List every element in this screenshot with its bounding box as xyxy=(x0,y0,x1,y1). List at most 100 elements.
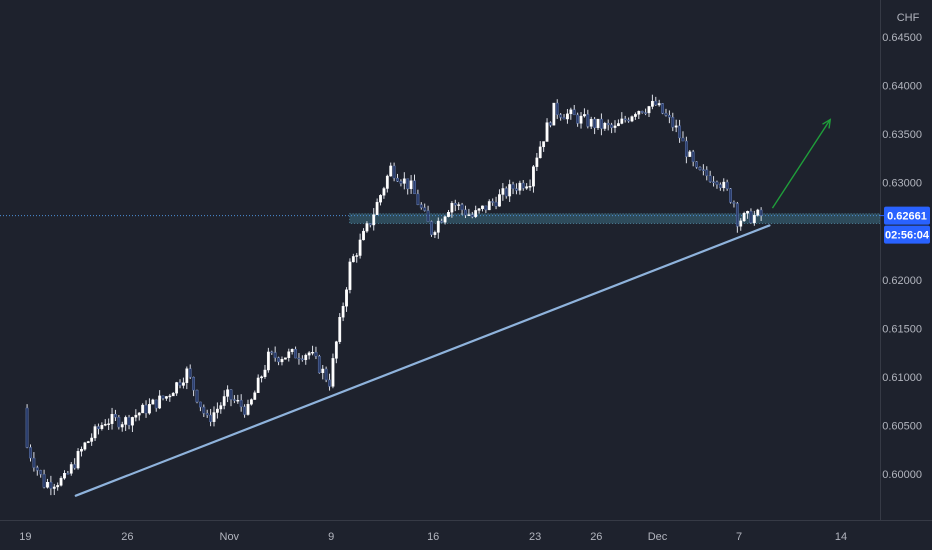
candle-body xyxy=(107,423,111,425)
candle-body xyxy=(688,151,692,157)
candle-body xyxy=(175,382,179,394)
candle-body xyxy=(633,114,637,117)
candle-body xyxy=(158,395,162,409)
candle-body xyxy=(535,157,539,167)
candle-body xyxy=(671,117,675,128)
candle-body xyxy=(90,437,94,442)
candle-body xyxy=(345,289,348,307)
candle-body xyxy=(287,351,291,358)
price-tick-label: 0.64000 xyxy=(882,81,922,93)
candle-body xyxy=(409,180,413,190)
candle-body xyxy=(593,118,597,129)
candle-body xyxy=(324,368,328,381)
candle-body xyxy=(603,123,607,129)
candle-body xyxy=(389,165,393,177)
candle-body xyxy=(294,348,297,359)
candle-body xyxy=(110,414,114,424)
candle-body xyxy=(263,369,267,377)
candle-body xyxy=(165,396,168,399)
candle-body xyxy=(338,317,342,342)
candle-body xyxy=(66,473,70,475)
candle-body xyxy=(450,203,454,213)
candle-body xyxy=(470,214,474,217)
candle-body xyxy=(579,115,583,124)
candle-body xyxy=(596,118,600,129)
candle-body xyxy=(545,122,549,142)
time-axis[interactable]: 19 26 Nov 9 16 23 26 Dec 7 14 xyxy=(0,520,932,544)
candle-body xyxy=(154,399,158,409)
price-tick-label: 0.62000 xyxy=(882,275,922,287)
candle-body xyxy=(212,412,216,422)
candle-body xyxy=(358,239,362,256)
time-tick-label: 19 xyxy=(19,531,31,543)
candle-body xyxy=(59,477,63,486)
candle-body xyxy=(114,414,117,418)
candle-body xyxy=(678,125,681,139)
candle-body xyxy=(124,417,128,425)
candle-body xyxy=(178,382,182,386)
candle-body xyxy=(436,220,440,233)
candle-body xyxy=(260,376,263,379)
candle-body xyxy=(698,167,702,170)
candle-body xyxy=(630,116,634,122)
candle-body xyxy=(552,102,556,126)
candle-body xyxy=(83,442,87,450)
candle-body xyxy=(232,399,236,401)
candle-body xyxy=(317,356,321,374)
candle-body xyxy=(49,482,53,489)
candle-body xyxy=(518,182,522,191)
candle-body xyxy=(661,103,664,114)
candle-body xyxy=(464,209,467,216)
candle-body xyxy=(566,113,569,120)
candle-body xyxy=(756,209,760,216)
candle-body xyxy=(134,414,138,418)
time-tick-label: 14 xyxy=(835,531,847,543)
candle-body xyxy=(501,188,505,195)
candle-body xyxy=(440,220,444,223)
candle-body xyxy=(229,389,233,400)
candle-body xyxy=(355,255,359,257)
candle-body xyxy=(715,181,719,185)
price-tick-label: 0.60500 xyxy=(882,420,922,432)
candle-body xyxy=(504,188,508,197)
candle-body xyxy=(657,103,661,106)
candle-body xyxy=(385,175,389,189)
candle-body xyxy=(86,441,90,443)
price-axis[interactable]: CHF 0.64500 0.64000 0.63500 0.63000 0.62000 0… xyxy=(880,0,923,520)
candle-body xyxy=(532,166,535,187)
candle-body xyxy=(453,203,457,206)
candle-body xyxy=(725,181,729,189)
candle-body xyxy=(171,392,175,397)
candle-body xyxy=(644,112,647,114)
candle-body xyxy=(487,201,491,211)
candle-body xyxy=(718,184,722,189)
price-labels-layer: 0.62661 02:56:04 xyxy=(880,206,930,244)
candle-body xyxy=(314,352,318,357)
candle-body xyxy=(239,399,243,407)
candle-body xyxy=(192,376,196,391)
candle-body xyxy=(195,389,199,403)
candle-body xyxy=(304,354,308,361)
candle-body xyxy=(266,351,270,371)
candle-body xyxy=(617,123,620,127)
candle-body xyxy=(97,426,100,429)
candle-body xyxy=(103,423,107,426)
candle-body xyxy=(39,470,43,475)
candle-body xyxy=(576,114,580,124)
candle-body xyxy=(667,115,671,118)
candle-body xyxy=(511,184,515,189)
candle-body xyxy=(555,102,559,115)
candle-body xyxy=(708,175,712,182)
candle-body xyxy=(508,184,512,197)
time-tick-label: 7 xyxy=(736,531,742,543)
projection-arrow-head xyxy=(822,118,832,129)
candle-body xyxy=(681,137,685,142)
currency-label: CHF xyxy=(897,12,920,24)
price-tick-label: 0.60000 xyxy=(882,469,922,481)
candle-body xyxy=(712,181,715,183)
candle-body xyxy=(273,352,277,358)
candle-body xyxy=(382,188,386,196)
